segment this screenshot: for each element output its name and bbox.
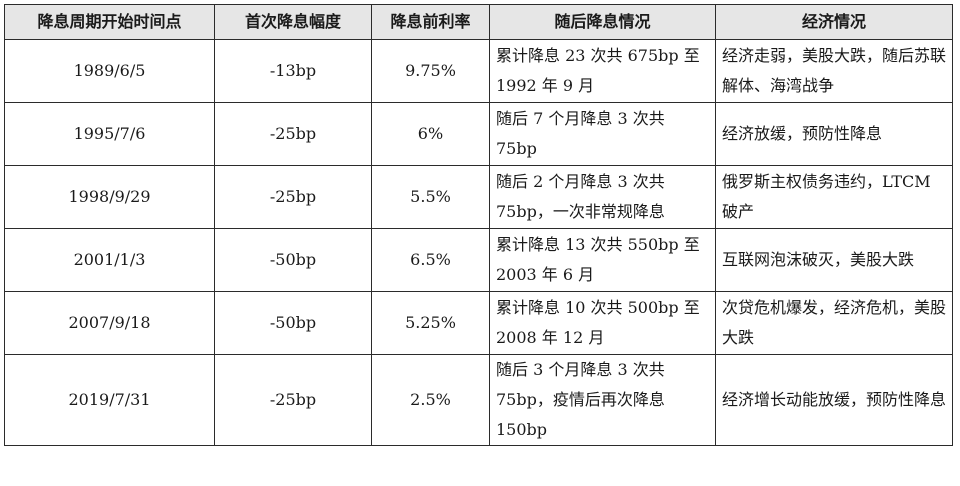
- cell-follow-up: 累计降息 13 次共 550bp 至 2003 年 6 月: [489, 228, 716, 292]
- cell-economy: 经济增长动能放缓，预防性降息: [715, 354, 953, 446]
- cell-follow-up: 累计降息 23 次共 675bp 至 1992 年 9 月: [489, 39, 716, 103]
- header-economy: 经济情况: [715, 4, 953, 40]
- cell-economy: 俄罗斯主权债务违约，LTCM 破产: [715, 165, 953, 229]
- table-row: 2019/7/31 -25bp 2.5% 随后 3 个月降息 3 次共 75bp…: [4, 354, 953, 446]
- table-row: 1995/7/6 -25bp 6% 随后 7 个月降息 3 次共 75bp 经济…: [4, 102, 953, 166]
- cell-start-date: 2001/1/3: [4, 228, 215, 292]
- table-row: 1998/9/29 -25bp 5.5% 随后 2 个月降息 3 次共 75bp…: [4, 165, 953, 229]
- cell-economy: 经济走弱，美股大跌，随后苏联解体、海湾战争: [715, 39, 953, 103]
- cell-economy: 互联网泡沫破灭，美股大跌: [715, 228, 953, 292]
- cell-prior-rate: 5.5%: [371, 165, 490, 229]
- cell-first-cut: -25bp: [214, 354, 372, 446]
- cell-first-cut: -50bp: [214, 228, 372, 292]
- cell-start-date: 2019/7/31: [4, 354, 215, 446]
- cell-first-cut: -25bp: [214, 165, 372, 229]
- table-row: 2001/1/3 -50bp 6.5% 累计降息 13 次共 550bp 至 2…: [4, 228, 953, 292]
- cell-start-date: 1989/6/5: [4, 39, 215, 103]
- cell-follow-up: 随后 7 个月降息 3 次共 75bp: [489, 102, 716, 166]
- cell-first-cut: -50bp: [214, 291, 372, 355]
- cell-economy: 经济放缓，预防性降息: [715, 102, 953, 166]
- cell-first-cut: -25bp: [214, 102, 372, 166]
- rate-cut-table: 降息周期开始时间点 首次降息幅度 降息前利率 随后降息情况 经济情况 1989/…: [4, 4, 953, 446]
- cell-economy: 次贷危机爆发，经济危机，美股大跌: [715, 291, 953, 355]
- cell-prior-rate: 6%: [371, 102, 490, 166]
- header-prior-rate: 降息前利率: [371, 4, 490, 40]
- cell-follow-up: 随后 2 个月降息 3 次共 75bp，一次非常规降息: [489, 165, 716, 229]
- header-start-date: 降息周期开始时间点: [4, 4, 215, 40]
- table-header-row: 降息周期开始时间点 首次降息幅度 降息前利率 随后降息情况 经济情况: [4, 4, 953, 40]
- header-first-cut: 首次降息幅度: [214, 4, 372, 40]
- cell-start-date: 2007/9/18: [4, 291, 215, 355]
- cell-prior-rate: 5.25%: [371, 291, 490, 355]
- header-follow-up: 随后降息情况: [489, 4, 716, 40]
- cell-prior-rate: 9.75%: [371, 39, 490, 103]
- cell-prior-rate: 6.5%: [371, 228, 490, 292]
- cell-first-cut: -13bp: [214, 39, 372, 103]
- cell-follow-up: 随后 3 个月降息 3 次共 75bp，疫情后再次降息 150bp: [489, 354, 716, 446]
- cell-follow-up: 累计降息 10 次共 500bp 至 2008 年 12 月: [489, 291, 716, 355]
- cell-start-date: 1998/9/29: [4, 165, 215, 229]
- table-row: 1989/6/5 -13bp 9.75% 累计降息 23 次共 675bp 至 …: [4, 39, 953, 103]
- cell-prior-rate: 2.5%: [371, 354, 490, 446]
- table-row: 2007/9/18 -50bp 5.25% 累计降息 10 次共 500bp 至…: [4, 291, 953, 355]
- cell-start-date: 1995/7/6: [4, 102, 215, 166]
